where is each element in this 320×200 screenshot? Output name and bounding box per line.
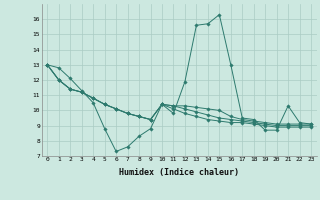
X-axis label: Humidex (Indice chaleur): Humidex (Indice chaleur): [119, 168, 239, 177]
